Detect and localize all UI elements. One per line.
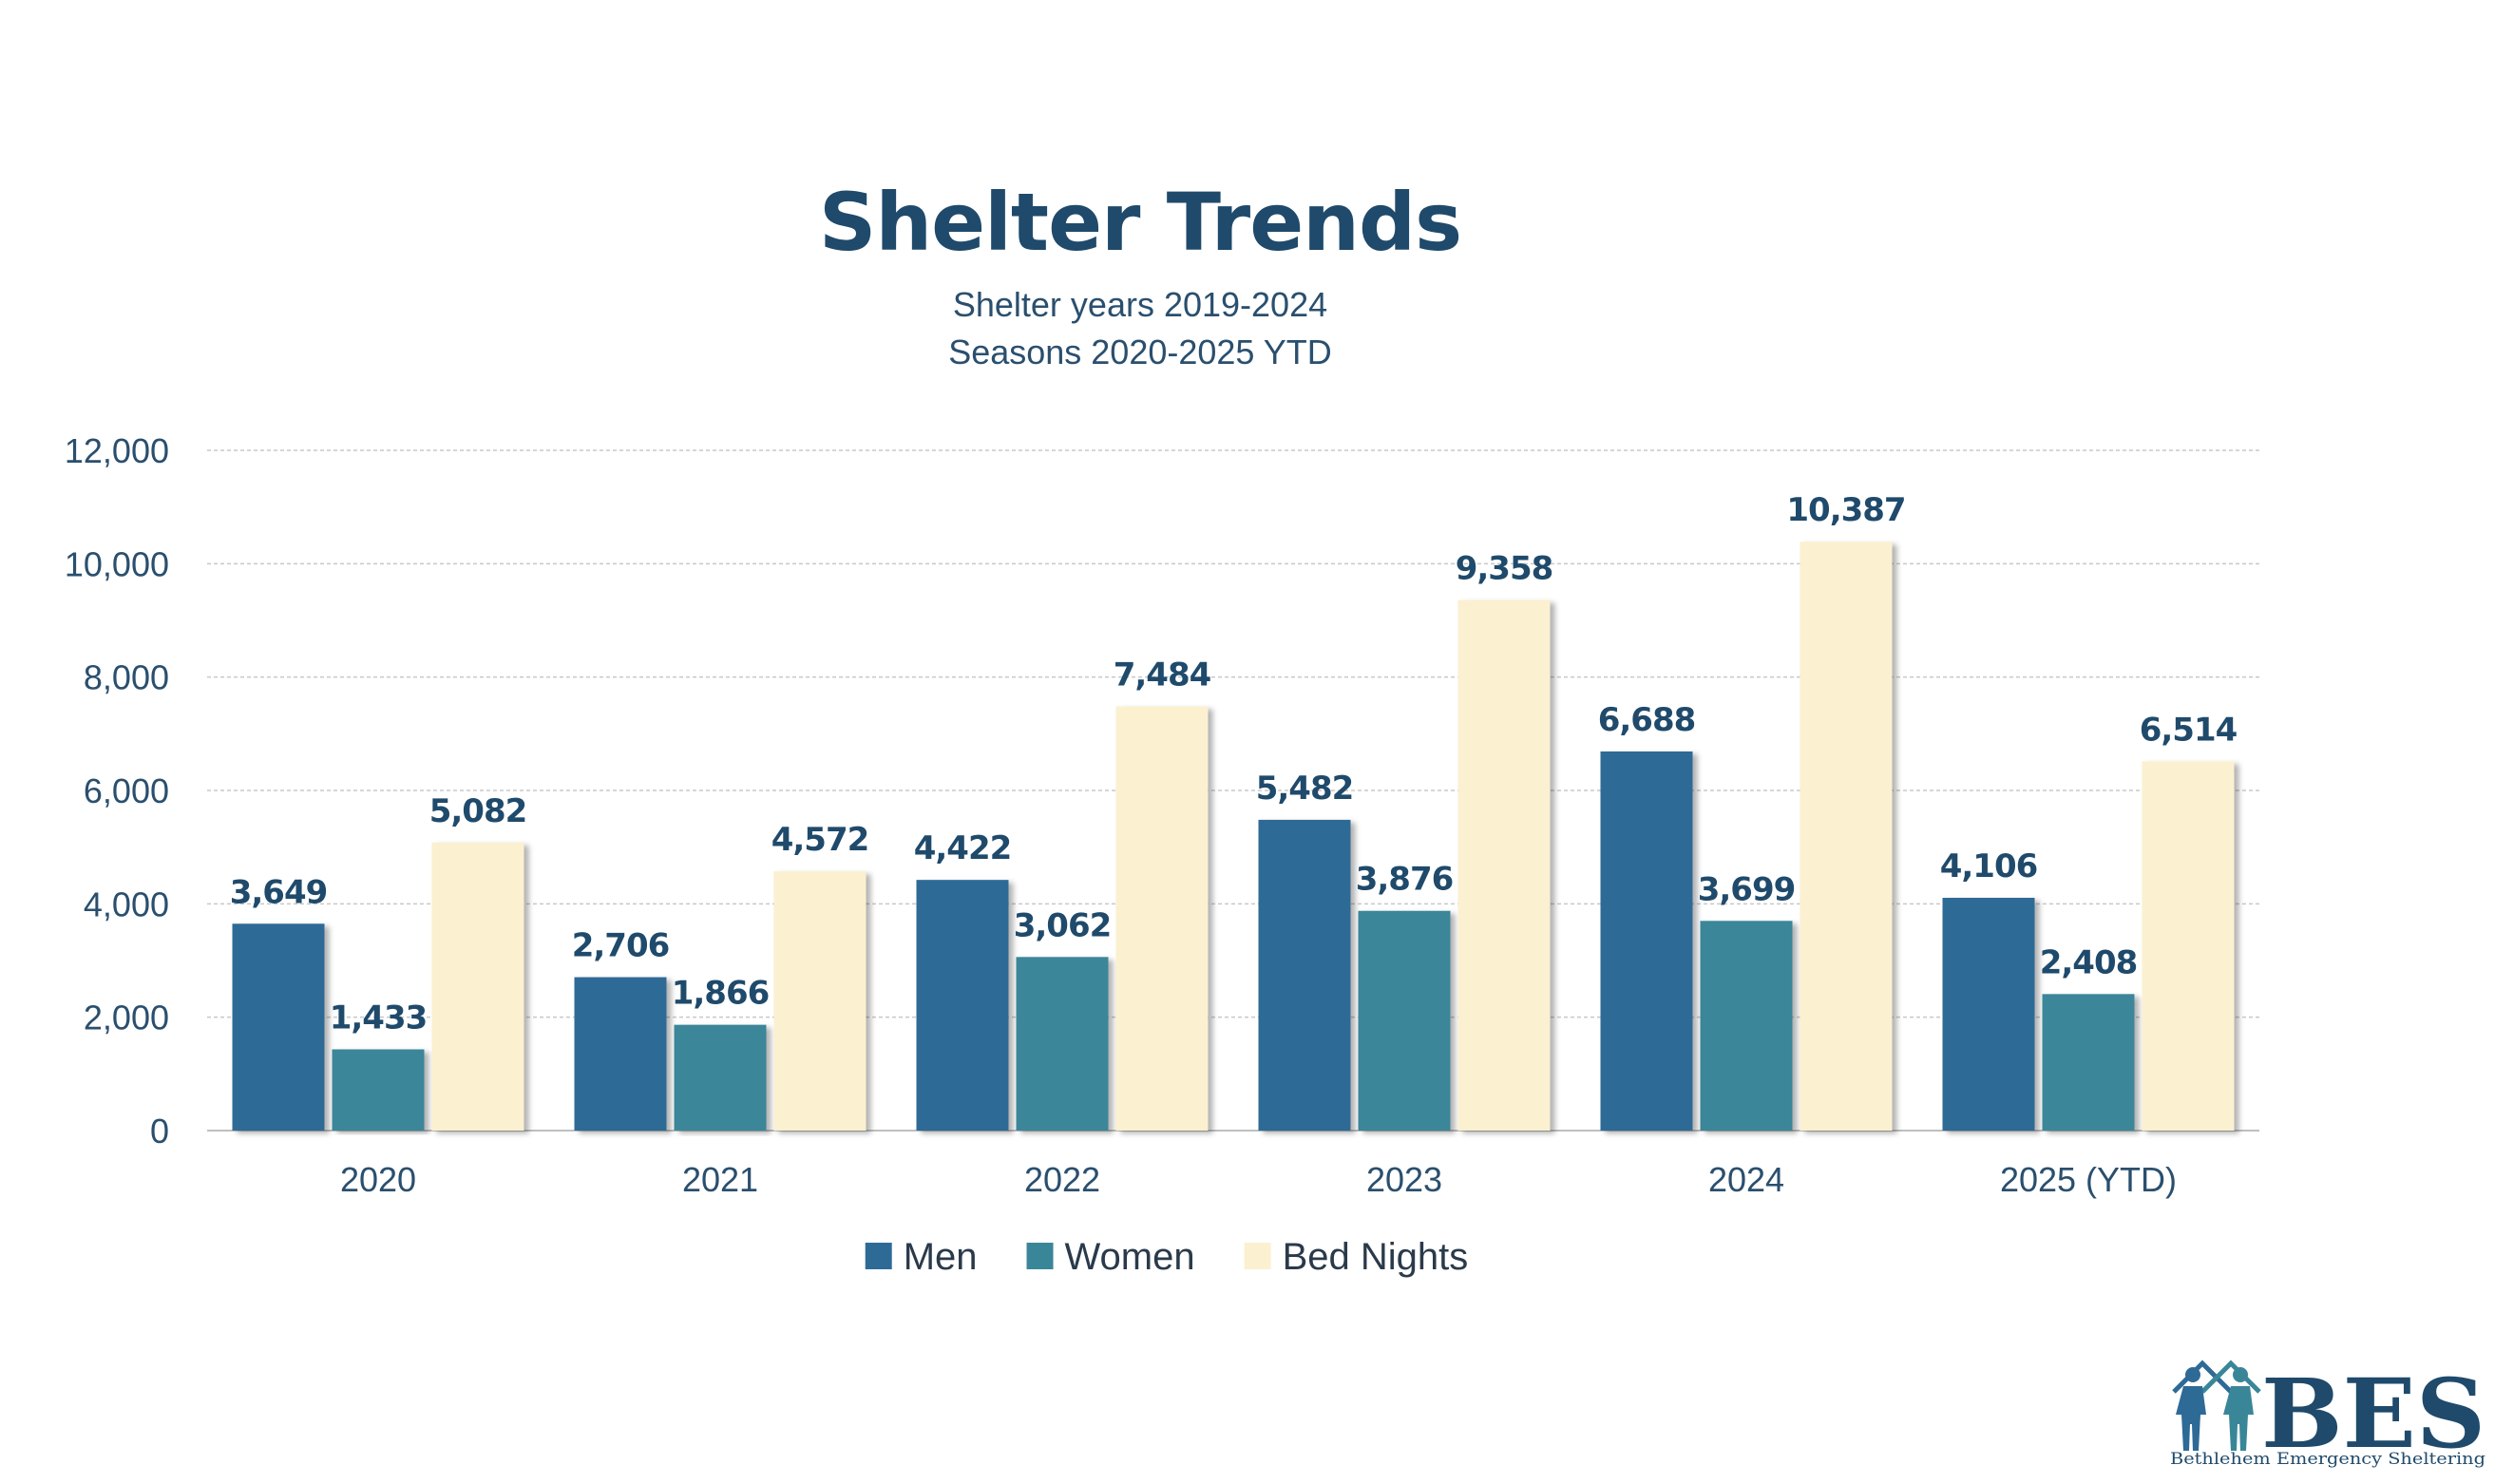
bar-bed-nights-2024 [1800,542,1893,1131]
bars [232,542,2235,1131]
legend-swatch-bed-nights [1244,1243,1271,1269]
chart-subtitle-line-2: Seasons 2020-2025 YTD [948,333,1332,371]
data-label-men-2020: 3,649 [230,873,328,911]
y-tick-label-2000: 2,000 [84,999,169,1037]
y-tick-label-12000: 12,000 [65,431,169,470]
bar-men-2020 [232,923,325,1131]
bar-bed-nights-2022 [1115,706,1209,1131]
bar-bed-nights-2021 [773,871,867,1131]
bar-women-2024 [1700,921,1793,1131]
legend-swatch-women [1026,1243,1054,1269]
data-label-bed-nights-2025-ytd: 6,514 [2140,711,2238,749]
data-label-bed-nights-2022: 7,484 [1114,656,1211,694]
x-tick-label-2023: 2023 [1366,1160,1442,1199]
bar-bed-nights-2023 [1457,599,1551,1131]
bar-men-2023 [1258,819,1351,1131]
x-tick-label-2020: 2020 [340,1160,416,1199]
data-label-men-2025-ytd: 4,106 [1940,847,2038,885]
logo-tagline: Bethlehem Emergency Sheltering [2170,1450,2485,1468]
y-tick-label-6000: 6,000 [84,771,169,810]
data-label-women-2021: 1,866 [672,975,770,1013]
x-axis-tick-labels: 2020 2021 2022 2023 2024 2025 (YTD) [340,1160,2177,1199]
bar-men-2022 [916,880,1009,1131]
legend: Men Women Bed Nights [865,1236,1469,1278]
data-label-women-2023: 3,876 [1356,861,1454,899]
data-label-women-2020: 1,433 [330,999,428,1037]
y-tick-label-0: 0 [150,1112,169,1151]
bes-logo: BES Bethlehem Emergency Sheltering [2170,1358,2485,1468]
logo-wordmark: BES [2261,1358,2485,1468]
x-tick-label-2022: 2022 [1024,1160,1100,1199]
data-label-bed-nights-2020: 5,082 [429,792,527,830]
chart-subtitle-line-1: Shelter years 2019-2024 [952,285,1328,324]
data-label-men-2023: 5,482 [1256,770,1354,808]
bar-women-2022 [1016,957,1109,1131]
bar-chart: 0 2,000 4,000 6,000 8,000 10,000 12,000 3,649 1… [65,431,2259,1278]
bar-bed-nights-2020 [431,842,524,1131]
data-label-men-2024: 6,688 [1598,701,1696,739]
x-tick-label-2025-ytd: 2025 (YTD) [2000,1160,2177,1199]
bar-women-2025-ytd [2042,994,2135,1131]
legend-label-women: Women [1065,1236,1195,1278]
data-label-women-2024: 3,699 [1698,870,1796,908]
bar-men-2024 [1600,751,1693,1131]
chart-title: Shelter Trends [818,176,1462,269]
y-tick-label-4000: 4,000 [84,885,169,923]
y-axis-tick-labels: 0 2,000 4,000 6,000 8,000 10,000 12,000 [65,431,169,1151]
data-label-bed-nights-2024: 10,387 [1786,491,1905,529]
y-tick-label-10000: 10,000 [65,544,169,583]
bar-women-2023 [1358,910,1451,1131]
legend-label-men: Men [904,1236,978,1278]
gridlines [207,449,2259,1132]
legend-label-bed-nights: Bed Nights [1283,1236,1469,1278]
y-tick-label-8000: 8,000 [84,658,169,697]
x-tick-label-2021: 2021 [682,1160,758,1199]
data-label-women-2022: 3,062 [1014,906,1112,944]
data-label-women-2025-ytd: 2,408 [2040,943,2138,981]
bar-women-2021 [674,1024,767,1131]
bar-women-2020 [332,1049,425,1131]
data-label-men-2022: 4,422 [914,829,1012,867]
x-tick-label-2024: 2024 [1708,1160,1784,1199]
data-label-bed-nights-2023: 9,358 [1456,550,1553,588]
data-label-bed-nights-2021: 4,572 [771,821,869,859]
bar-bed-nights-2025-ytd [2142,761,2235,1131]
bar-men-2021 [574,977,667,1131]
legend-swatch-men [865,1243,892,1269]
people-house-icon [2172,1360,2261,1451]
data-label-men-2021: 2,706 [572,927,670,965]
bar-men-2025-ytd [1942,898,2035,1131]
